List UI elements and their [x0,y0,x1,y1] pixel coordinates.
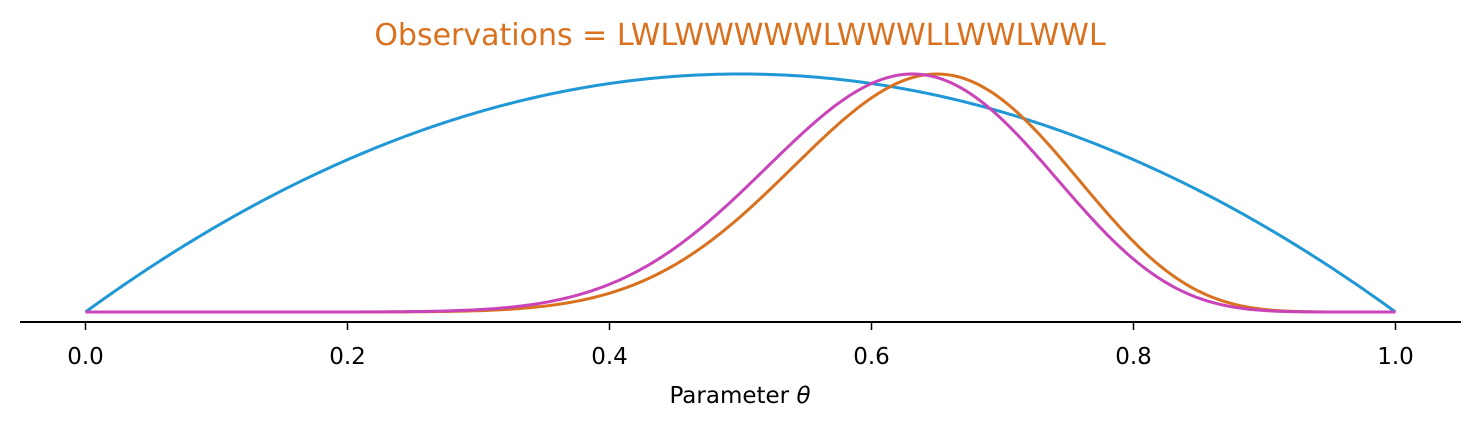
x-tick-label: 0.2 [329,344,366,370]
x-tick-label: 1.0 [1377,344,1414,370]
x-tick-label: 0.6 [853,344,890,370]
chart-title: Observations = LWLWWWWWLWWWLLWWLWWL [374,18,1106,53]
series-line-3 [85,72,1396,314]
x-axis-ticks: 0.0 0.2 0.4 0.6 0.8 1.0 [67,322,1414,370]
x-axis-label: Parameter θ [669,383,810,409]
x-tick-label: 0.4 [591,344,628,370]
x-tick-label: 0.8 [1115,344,1152,370]
series-layer [84,72,1397,314]
series-line-1 [84,72,1397,314]
x-tick-label: 0.0 [67,344,104,370]
